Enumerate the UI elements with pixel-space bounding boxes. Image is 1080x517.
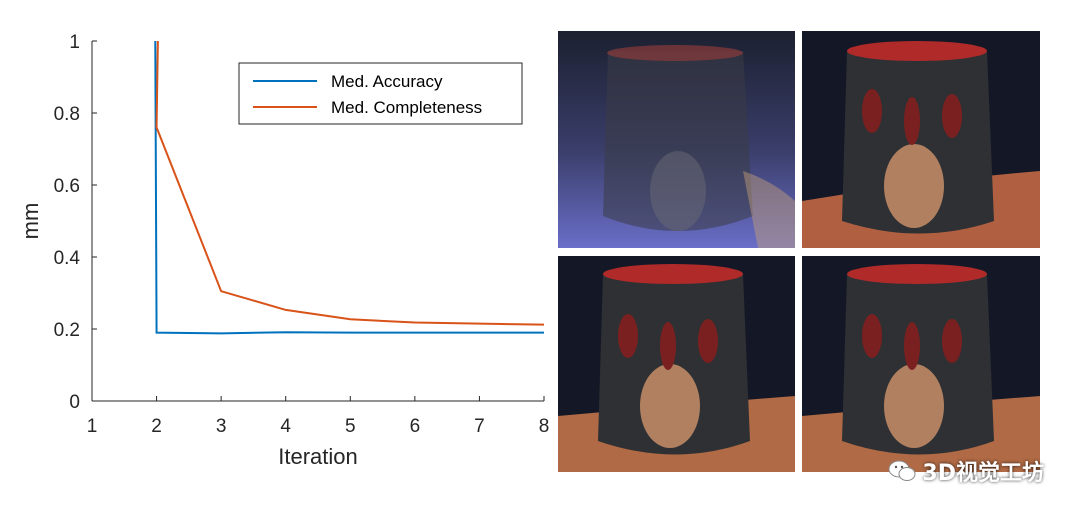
x-axis-title: Iteration (278, 444, 358, 469)
reconstruction-panel-sparse (558, 31, 795, 248)
legend-label: Med. Accuracy (331, 72, 443, 91)
x-tick-label: 8 (539, 416, 550, 437)
x-tick-label: 1 (87, 416, 98, 437)
x-tick-label: 2 (151, 416, 162, 437)
reconstruction-panel-2 (802, 31, 1040, 248)
y-axis-title: mm (18, 203, 43, 240)
y-tick-label: 0.2 (54, 320, 80, 341)
y-tick-label: 1 (69, 32, 80, 53)
x-tick-label: 4 (280, 416, 291, 437)
y-tick-label: 0.4 (54, 248, 81, 269)
x-tick-label: 7 (474, 416, 485, 437)
mesh-reconstruction-image (802, 256, 1040, 472)
watermark-text: 3D视觉工坊 (922, 461, 1044, 486)
mesh-reconstruction-image (558, 256, 795, 472)
series-line-accuracy (154, 40, 544, 335)
y-tick-label: 0.6 (54, 176, 80, 197)
x-tick-label: 6 (410, 416, 421, 437)
legend-box (238, 62, 523, 125)
series-line-completeness (155, 40, 545, 326)
chart-canvas: 1 2 3 4 5 6 7 8 0 0.2 0.4 0.6 0.8 1 Iteration mm Med. Ac… (18, 32, 550, 469)
y-tick-label: 0 (69, 392, 80, 413)
reconstruction-panel-final (802, 256, 1040, 472)
x-tick-label: 5 (345, 416, 356, 437)
legend-label: Med. Completeness (331, 98, 482, 117)
y-tick-label: 0.8 (54, 104, 80, 125)
wechat-icon (888, 460, 916, 481)
line-chart: 1 2 3 4 5 6 7 8 0 0.2 0.4 0.6 0.8 1 Iteration mm Med. Ac… (18, 32, 550, 469)
mesh-reconstruction-image (802, 31, 1040, 248)
watermark: 3D视觉工坊 (888, 455, 1044, 487)
x-tick-label: 3 (216, 416, 227, 437)
reconstruction-panel-3 (558, 256, 795, 472)
sparse-point-cloud-image (558, 31, 795, 248)
